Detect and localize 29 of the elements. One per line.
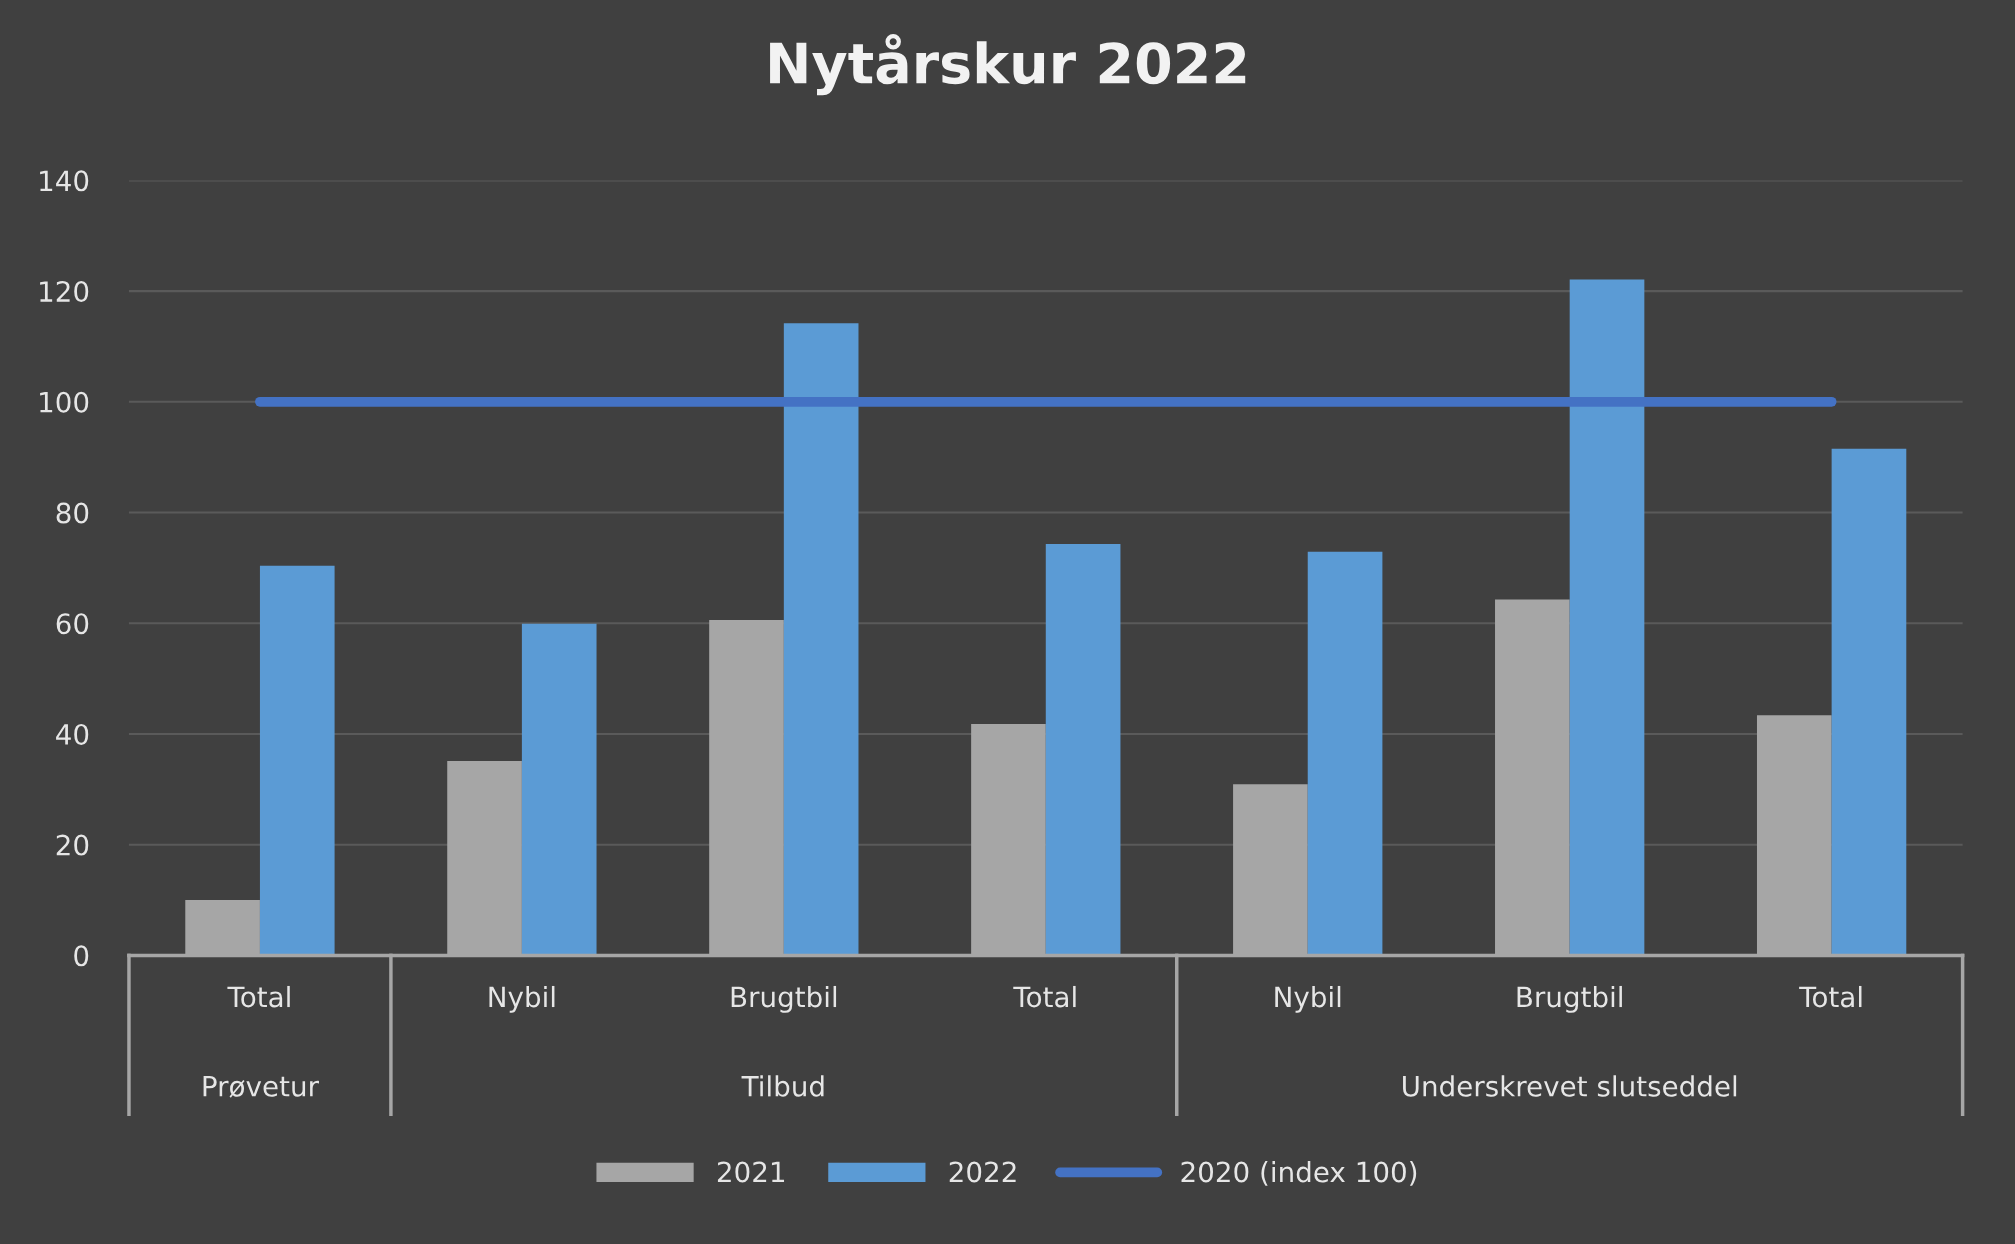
legend-label: 2020 (index 100) [1181,1161,1417,1186]
x-tick-label: Total [1799,985,1862,1008]
bar [1831,448,1907,956]
y-tick-label: 60 [56,613,89,635]
bar [783,323,859,956]
x-tick-label: Brugtbil [1517,985,1622,1013]
x-tick-label: Nybil [1275,985,1341,1013]
chart-title: Nytårskur 2022 [770,34,1246,96]
bar [1569,279,1645,956]
text: Tilbud [741,1075,824,1097]
bar [259,565,335,956]
bar [1045,544,1121,956]
legend-label: 2021 [717,1161,785,1183]
x-tick-label: Total [1013,985,1076,1008]
y-tick-label: 140 [40,170,89,192]
y-tick-label: 20 [56,834,89,856]
bar [1307,551,1383,956]
y-tick-label: 0 [74,945,89,967]
y-tick-label: 80 [56,502,89,524]
bar [521,623,597,956]
text: Underskrevet slutseddel [1403,1075,1737,1097]
x-tick-label: Brugtbil [731,985,837,1013]
legend-label: 2022 [949,1161,1016,1183]
x-tick-label: Total [227,985,290,1008]
x-tick-label: Nybil [489,985,555,1013]
y-tick-label: 40 [56,723,89,745]
y-tick-label: 120 [40,281,89,303]
y-tick-label: 100 [40,391,89,413]
text: Prøvetur [203,1076,319,1098]
